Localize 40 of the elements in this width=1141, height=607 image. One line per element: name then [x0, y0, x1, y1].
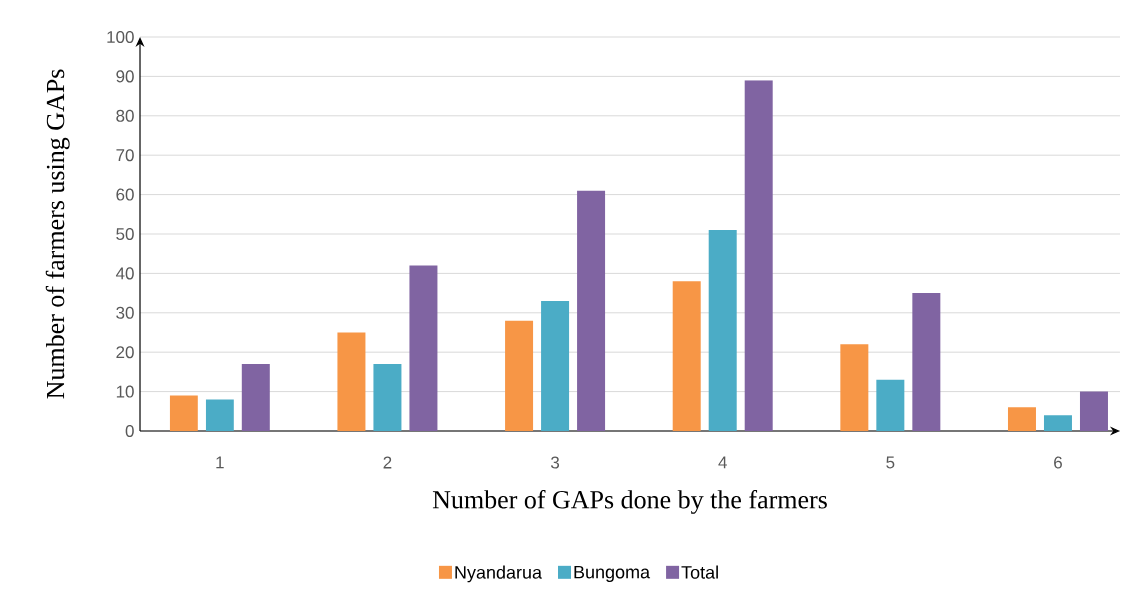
- x-tick-label: 5: [886, 456, 895, 469]
- bar: [373, 364, 402, 431]
- bar: [876, 379, 905, 431]
- y-tick-label: 80: [116, 109, 134, 122]
- bar: [541, 300, 570, 431]
- bar: [672, 281, 701, 431]
- y-tick-label: 30: [116, 306, 134, 319]
- y-tick-label: 0: [125, 424, 134, 438]
- y-tick-label: 70: [116, 149, 134, 162]
- bar: [241, 364, 270, 431]
- bar: [1079, 391, 1108, 431]
- x-tick-label: 3: [550, 456, 560, 469]
- bar: [169, 395, 198, 431]
- y-tick-label: 60: [116, 188, 134, 201]
- y-tick-label: 20: [116, 346, 134, 359]
- bar: [409, 265, 438, 431]
- bar: [337, 332, 366, 431]
- y-tick-label: 90: [116, 70, 134, 83]
- bar: [912, 293, 941, 431]
- bar: [744, 80, 773, 431]
- bar: [205, 399, 234, 431]
- bar: [840, 344, 869, 431]
- x-tick-label: 1: [216, 456, 224, 469]
- y-tick-label: 40: [115, 267, 134, 280]
- legend-label: Total: [681, 565, 718, 579]
- bar: [577, 190, 606, 431]
- bar: [708, 230, 737, 431]
- bar: [1007, 407, 1036, 431]
- x-axis-title: Number of GAPs done by the farmers: [432, 489, 827, 514]
- bar: [505, 320, 534, 431]
- x-tick-label: 6: [1054, 456, 1062, 469]
- y-tick-label: 100: [107, 30, 134, 44]
- x-tick-label: 2: [383, 456, 392, 469]
- legend-label: Bungoma: [574, 565, 651, 582]
- legend-label: Nyandarua: [455, 565, 542, 583]
- y-tick-label: 10: [116, 385, 134, 398]
- y-axis-title: Number of farmers using GAPs: [45, 69, 70, 399]
- y-tick-label: 50: [116, 227, 134, 241]
- x-tick-label: 4: [718, 456, 727, 469]
- bar: [1043, 415, 1072, 431]
